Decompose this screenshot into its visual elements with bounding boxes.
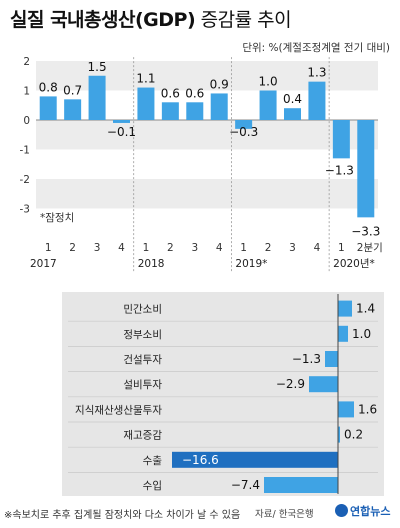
bar — [40, 96, 57, 120]
quarter-label: 2 — [265, 242, 272, 254]
quarter-label: 3 — [94, 242, 101, 254]
category-label: 민간소비 — [123, 304, 162, 316]
bar — [260, 91, 277, 121]
category-label: 정부소비 — [123, 329, 162, 341]
grid-band — [36, 179, 378, 209]
year-label: 2020년* — [333, 258, 375, 270]
yonhap-logo: 연합뉴스 — [335, 503, 390, 519]
bar-value-label: 0.6 — [161, 86, 180, 100]
bar-value-label: 0.4 — [283, 92, 302, 106]
bar-value-label: 1.0 — [259, 75, 278, 89]
y-tick-label: 2 — [23, 56, 30, 68]
category-label: 설비투자 — [123, 379, 162, 391]
contribution-value-label: −7.4 — [231, 478, 260, 492]
y-tick-label: -3 — [20, 204, 30, 216]
yonhap-logo-text: 연합뉴스 — [350, 505, 390, 518]
bar — [162, 102, 179, 120]
contribution-value-label: 1.4 — [356, 302, 375, 316]
bar — [186, 102, 203, 120]
bar — [89, 76, 106, 120]
contribution-value-label: 1.0 — [352, 327, 371, 341]
y-tick-label: 0 — [23, 115, 30, 127]
bar-value-label: 1.5 — [88, 60, 107, 74]
contribution-bar — [264, 477, 338, 493]
contribution-value-label: −1.3 — [292, 352, 321, 366]
y-tick-label: -1 — [20, 145, 30, 157]
quarter-label: 3 — [191, 242, 198, 254]
quarter-label: 2분기 — [357, 242, 383, 254]
bar-value-label: 0.9 — [210, 77, 229, 91]
bar-value-label: −0.3 — [229, 125, 258, 139]
quarter-label: 2 — [167, 242, 174, 254]
quarter-label: 1 — [240, 242, 247, 254]
annotation-provisional: *잠정치 — [40, 212, 74, 224]
contribution-bar — [338, 326, 348, 342]
bar — [308, 82, 325, 120]
contribution-value-label: 1.6 — [358, 402, 377, 416]
contribution-bar — [325, 351, 338, 367]
y-tick-label: -2 — [20, 174, 30, 186]
year-label: 2018 — [138, 258, 165, 270]
category-label: 수출 — [143, 455, 163, 467]
bar-value-label: 0.8 — [39, 80, 58, 94]
bar-value-label: −1.3 — [325, 163, 354, 177]
contribution-bar — [338, 401, 354, 417]
yonhap-logo-icon — [335, 504, 348, 517]
source-label: 자료/ 한국은행 — [255, 506, 314, 520]
bar-value-label: 0.7 — [63, 83, 82, 97]
category-label: 건설투자 — [123, 354, 162, 366]
bar-value-label: −0.1 — [107, 125, 136, 139]
quarter-label: 4 — [118, 242, 125, 254]
quarter-label: 2 — [69, 242, 76, 254]
category-label: 수입 — [143, 479, 162, 492]
quarter-label: 4 — [216, 242, 223, 254]
bar-value-label: 0.6 — [185, 86, 204, 100]
bar — [113, 120, 130, 123]
quarter-label: 1 — [143, 242, 150, 254]
contribution-value-label: −16.6 — [182, 453, 219, 467]
category-label: 지식재산생산물투자 — [75, 404, 162, 416]
bar — [333, 120, 350, 158]
bar — [64, 99, 81, 120]
contribution-bar — [309, 376, 338, 392]
bar-value-label: 1.3 — [307, 66, 326, 80]
bar — [137, 88, 154, 120]
quarter-label: 1 — [338, 242, 345, 254]
contribution-value-label: 0.2 — [344, 428, 363, 442]
footnote: ※속보치로 추후 집계될 잠정치와 다소 차이가 날 수 있음 — [4, 506, 240, 521]
grid-band — [36, 120, 378, 150]
quarter-label: 1 — [45, 242, 52, 254]
bar — [284, 108, 301, 120]
bar — [357, 120, 374, 217]
bar-value-label: −3.3 — [351, 224, 380, 238]
bar-value-label: 1.1 — [136, 72, 155, 86]
bar — [211, 93, 228, 120]
year-label: 2017 — [30, 258, 57, 270]
year-label: 2019* — [235, 258, 267, 270]
category-label: 재고증감 — [123, 430, 162, 442]
y-tick-label: 1 — [23, 86, 30, 98]
quarter-label: 3 — [289, 242, 296, 254]
quarter-label: 4 — [314, 242, 321, 254]
contribution-value-label: −2.9 — [276, 377, 305, 391]
contribution-bar — [338, 301, 352, 317]
